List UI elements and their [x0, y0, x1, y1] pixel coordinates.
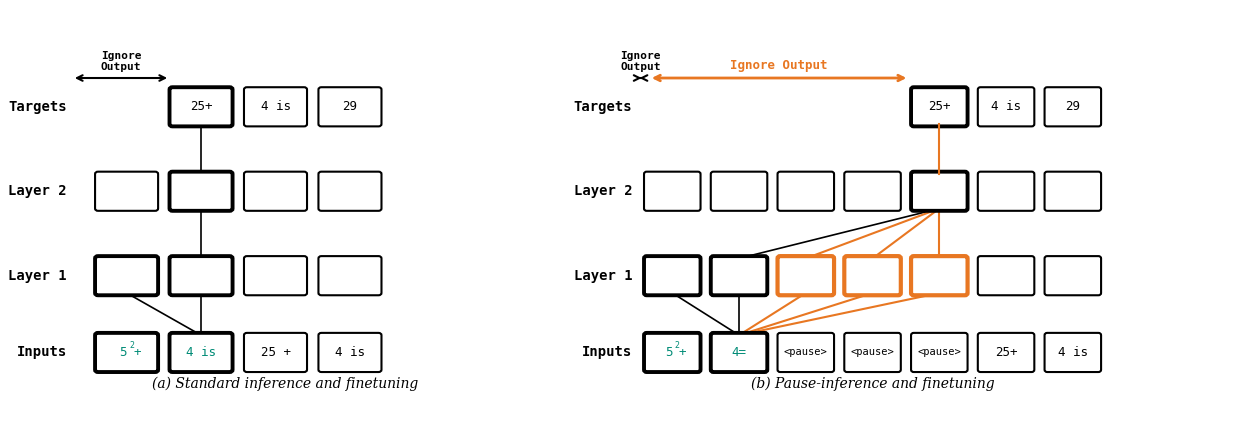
FancyBboxPatch shape — [644, 256, 700, 295]
Text: (a) Standard inference and finetuning: (a) Standard inference and finetuning — [153, 377, 418, 391]
Text: 29: 29 — [1065, 100, 1081, 113]
FancyBboxPatch shape — [96, 256, 158, 295]
FancyBboxPatch shape — [711, 256, 767, 295]
Text: (b) Pause-inference and finetuning: (b) Pause-inference and finetuning — [751, 377, 994, 391]
FancyBboxPatch shape — [96, 172, 158, 211]
FancyBboxPatch shape — [170, 256, 232, 295]
FancyBboxPatch shape — [244, 87, 307, 127]
FancyBboxPatch shape — [978, 87, 1034, 127]
FancyBboxPatch shape — [1045, 333, 1101, 372]
Text: 4 is: 4 is — [186, 346, 216, 359]
Text: 25+: 25+ — [190, 100, 212, 113]
Text: Targets: Targets — [9, 100, 67, 114]
FancyBboxPatch shape — [319, 87, 381, 127]
FancyBboxPatch shape — [911, 87, 968, 127]
Text: 4 is: 4 is — [261, 100, 290, 113]
FancyBboxPatch shape — [844, 333, 901, 372]
FancyBboxPatch shape — [778, 333, 834, 372]
FancyBboxPatch shape — [1045, 256, 1101, 295]
FancyBboxPatch shape — [711, 333, 767, 372]
FancyBboxPatch shape — [711, 172, 767, 211]
FancyBboxPatch shape — [244, 256, 307, 295]
Text: 25+: 25+ — [995, 346, 1018, 359]
FancyBboxPatch shape — [319, 172, 381, 211]
FancyBboxPatch shape — [844, 172, 901, 211]
FancyBboxPatch shape — [778, 256, 834, 295]
FancyBboxPatch shape — [170, 172, 232, 211]
Text: 4 is: 4 is — [992, 100, 1021, 113]
Text: Ignore Output: Ignore Output — [731, 59, 828, 72]
FancyBboxPatch shape — [778, 172, 834, 211]
Text: 2: 2 — [129, 341, 134, 350]
FancyBboxPatch shape — [170, 333, 232, 372]
Text: 4 is: 4 is — [1057, 346, 1088, 359]
FancyBboxPatch shape — [978, 333, 1034, 372]
Text: Ignore
Output: Ignore Output — [620, 51, 660, 72]
FancyBboxPatch shape — [244, 172, 307, 211]
Text: <pause>: <pause> — [850, 347, 895, 357]
Text: Ignore
Output: Ignore Output — [101, 51, 141, 72]
FancyBboxPatch shape — [978, 172, 1034, 211]
Text: +: + — [679, 346, 686, 359]
FancyBboxPatch shape — [170, 87, 232, 127]
Text: Targets: Targets — [573, 100, 632, 114]
FancyBboxPatch shape — [911, 256, 968, 295]
Text: Inputs: Inputs — [17, 345, 67, 360]
Text: <pause>: <pause> — [784, 347, 828, 357]
Text: +: + — [134, 346, 141, 359]
FancyBboxPatch shape — [319, 333, 381, 372]
FancyBboxPatch shape — [644, 333, 700, 372]
Text: 4 is: 4 is — [335, 346, 365, 359]
Text: 29: 29 — [343, 100, 357, 113]
FancyBboxPatch shape — [244, 333, 307, 372]
FancyBboxPatch shape — [978, 256, 1034, 295]
Text: 2: 2 — [674, 341, 679, 350]
FancyBboxPatch shape — [644, 172, 700, 211]
Text: <pause>: <pause> — [917, 347, 962, 357]
FancyBboxPatch shape — [319, 256, 381, 295]
Text: Layer 2: Layer 2 — [9, 184, 67, 198]
Text: Inputs: Inputs — [582, 345, 632, 360]
Text: 25+: 25+ — [928, 100, 951, 113]
FancyBboxPatch shape — [844, 256, 901, 295]
Text: 5: 5 — [119, 346, 127, 359]
FancyBboxPatch shape — [911, 333, 968, 372]
FancyBboxPatch shape — [1045, 87, 1101, 127]
Text: Layer 1: Layer 1 — [573, 269, 632, 283]
Text: 4=: 4= — [731, 346, 747, 359]
Text: Layer 1: Layer 1 — [9, 269, 67, 283]
FancyBboxPatch shape — [96, 333, 158, 372]
FancyBboxPatch shape — [1045, 172, 1101, 211]
FancyBboxPatch shape — [911, 172, 968, 211]
Text: Layer 2: Layer 2 — [573, 184, 632, 198]
Text: 25 +: 25 + — [261, 346, 290, 359]
Text: 5: 5 — [665, 346, 673, 359]
